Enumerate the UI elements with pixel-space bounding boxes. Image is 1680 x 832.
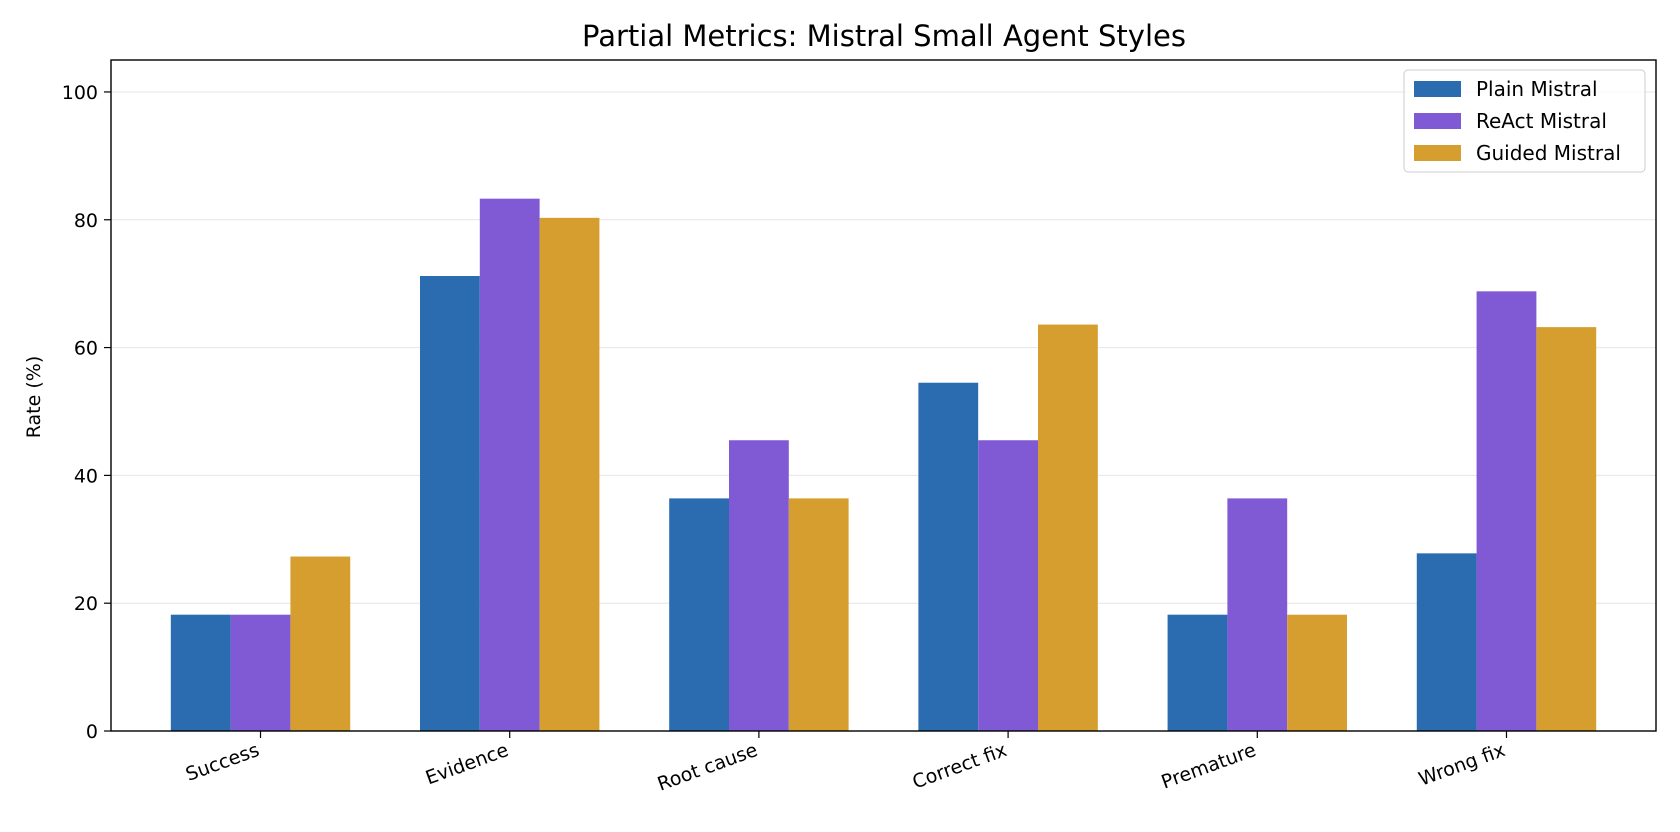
legend-label: ReAct Mistral <box>1476 109 1607 133</box>
y-axis-label: Rate (%) <box>23 356 45 439</box>
bar <box>1476 291 1537 731</box>
plot-frame <box>110 59 1657 732</box>
x-tick-label: Correct fix <box>910 739 1010 793</box>
x-tick-label: Evidence <box>423 739 512 789</box>
x-tick-label: Premature <box>1159 739 1259 794</box>
legend-label: Guided Mistral <box>1476 141 1621 165</box>
bar <box>1416 553 1477 731</box>
bar <box>420 275 480 731</box>
gridlines <box>111 91 1656 604</box>
bar <box>918 382 979 731</box>
y-tick-label: 100 <box>62 82 98 104</box>
bar <box>978 440 1038 731</box>
legend-swatch <box>1414 145 1461 161</box>
bar <box>788 498 849 731</box>
y-tick-label: 0 <box>86 721 98 743</box>
bar <box>1227 498 1288 731</box>
y-tick-label: 40 <box>74 465 98 487</box>
legend: Plain Mistral ReAct Mistral Guided Mistral <box>1403 69 1646 173</box>
y-axis: 0 20 40 60 80 100 <box>62 82 111 743</box>
x-tick-label: Root cause <box>655 739 761 796</box>
bar <box>479 198 540 731</box>
y-tick-label: 80 <box>74 210 98 232</box>
bar <box>539 217 600 732</box>
x-tick-label: Wrong fix <box>1416 739 1508 791</box>
x-axis: Success Evidence Root cause Correct fix Prem… <box>183 731 1508 796</box>
y-tick-label: 60 <box>74 338 98 360</box>
bars <box>170 198 1597 732</box>
x-tick-label: Success <box>183 739 262 786</box>
legend-swatch <box>1414 81 1461 97</box>
bar <box>1287 614 1347 731</box>
bar <box>1038 324 1098 731</box>
bar <box>729 440 789 731</box>
bar <box>170 614 231 731</box>
legend-label: Plain Mistral <box>1476 77 1598 101</box>
bar <box>669 498 729 731</box>
bar <box>230 614 291 731</box>
y-tick-label: 20 <box>74 593 98 615</box>
legend-box <box>1403 69 1646 173</box>
bar <box>1536 327 1597 731</box>
bar <box>1167 614 1228 731</box>
bar <box>290 556 351 731</box>
legend-swatch <box>1414 113 1461 129</box>
chart-title: Partial Metrics: Mistral Small Agent Sty… <box>582 19 1186 53</box>
